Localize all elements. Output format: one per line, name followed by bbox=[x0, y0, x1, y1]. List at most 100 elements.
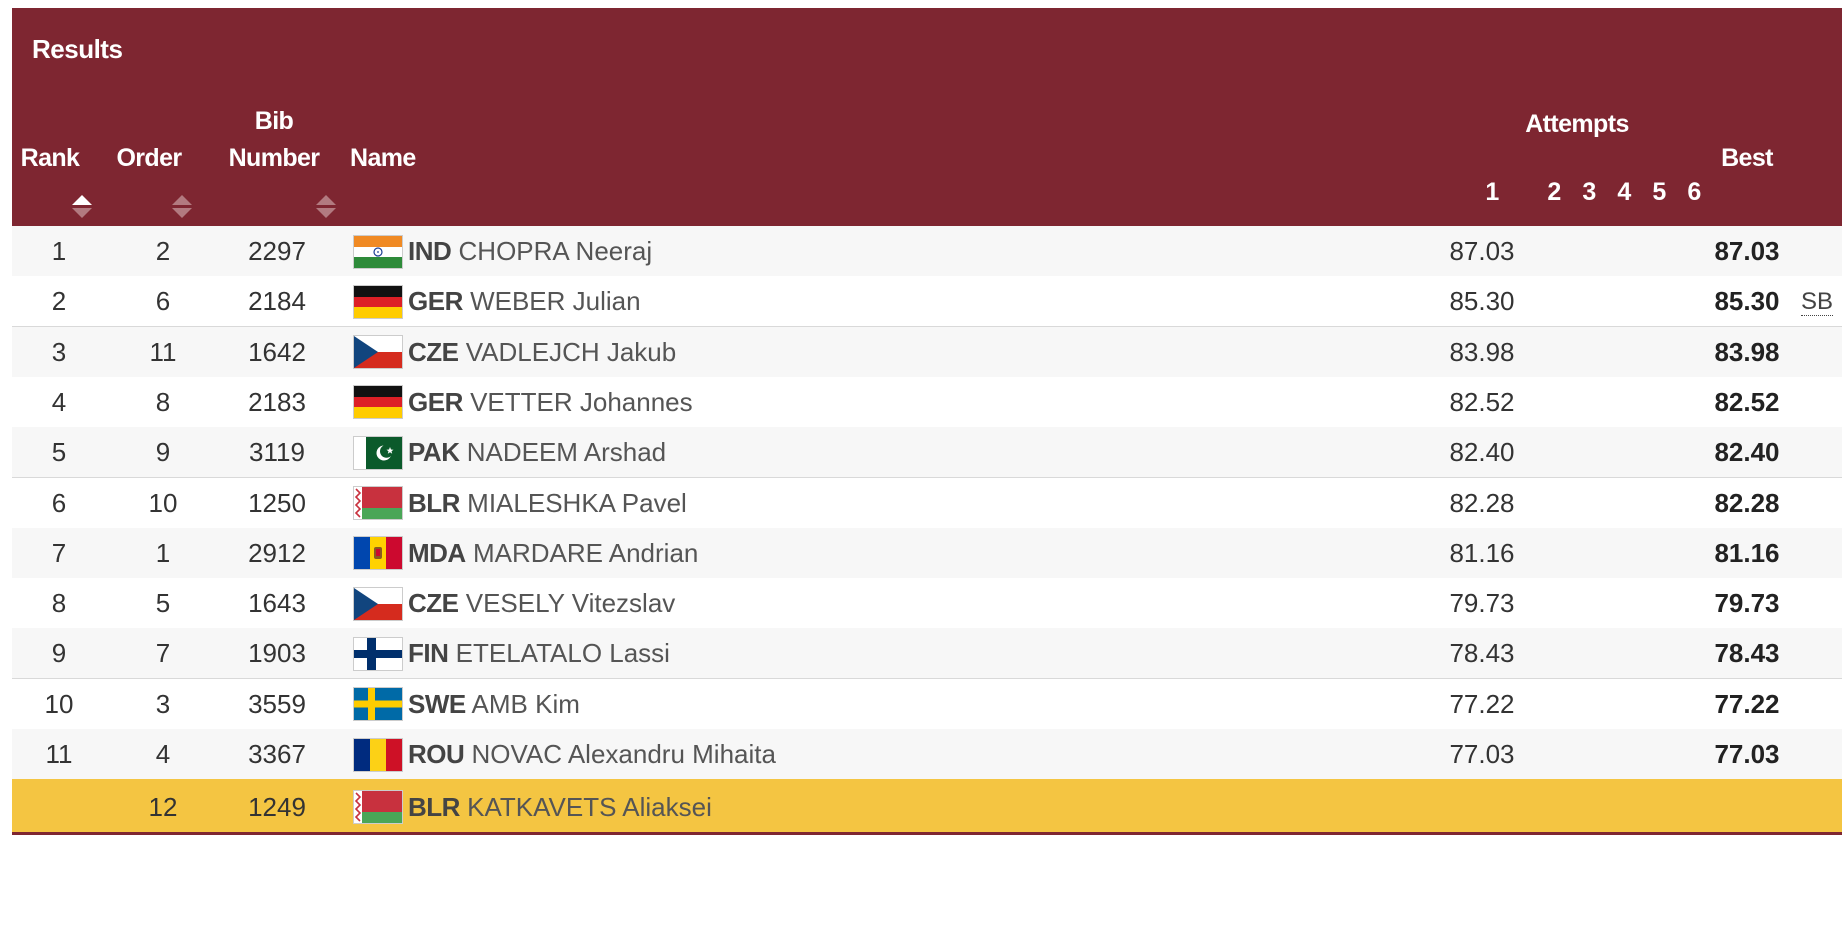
rank-column-header[interactable]: Rank bbox=[20, 144, 80, 172]
athlete-name: NADEEM Arshad bbox=[466, 437, 667, 468]
record-note[interactable]: SB bbox=[1792, 276, 1842, 327]
table-row: 11 4 3367 ROU NOVAC Alexandru Mihaita 77.03 7… bbox=[12, 729, 1842, 780]
order-cell: 4 bbox=[155, 739, 171, 769]
best-cell: 87.03 bbox=[1714, 236, 1780, 266]
best-cell bbox=[1692, 779, 1802, 835]
moldova-flag-icon bbox=[354, 537, 402, 570]
athlete-name-cell[interactable]: MDA MARDARE Andrian bbox=[408, 528, 698, 579]
best-cell: 82.52 bbox=[1714, 386, 1780, 417]
athlete-name: AMB Kim bbox=[471, 688, 580, 719]
order-column-header[interactable]: Order bbox=[116, 144, 182, 172]
rank-cell: 11 bbox=[45, 739, 73, 769]
country-code: SWE bbox=[408, 688, 466, 719]
athlete-name: MARDARE Andrian bbox=[472, 537, 699, 568]
athlete-name-cell[interactable]: SWE AMB Kim bbox=[408, 679, 580, 730]
country-code: CZE bbox=[408, 336, 459, 367]
rank-cell: 1 bbox=[51, 236, 67, 266]
country-code: BLR bbox=[408, 487, 460, 518]
bib-cell: 2297 bbox=[248, 236, 306, 266]
rank-cell: 8 bbox=[51, 588, 67, 619]
table-row: 3 11 1642 CZE VADLEJCH Jakub 83.98 83.98 bbox=[12, 326, 1842, 378]
bib-cell: 2184 bbox=[248, 286, 306, 317]
rank-cell: 2 bbox=[51, 286, 67, 317]
order-cell: 11 bbox=[149, 336, 177, 367]
pakistan-flag-icon bbox=[354, 436, 402, 469]
attempt-1-cell: 82.28 bbox=[1449, 487, 1515, 518]
table-row: 4 8 2183 GER VETTER Johannes 82.52 82.52 bbox=[12, 376, 1842, 428]
athlete-name-cell[interactable]: GER WEBER Julian bbox=[408, 276, 641, 327]
country-code: GER bbox=[408, 286, 463, 317]
country-code: GER bbox=[408, 386, 463, 417]
season-best-abbr: SB bbox=[1800, 288, 1833, 317]
order-cell: 6 bbox=[155, 286, 171, 317]
athlete-name-cell[interactable]: PAK NADEEM Arshad bbox=[408, 427, 666, 478]
athlete-name-cell[interactable]: BLR KATKAVETS Aliaksei bbox=[408, 779, 712, 835]
belarus-flag-icon bbox=[354, 791, 402, 824]
rank-cell: 10 bbox=[44, 688, 74, 719]
rank-cell: 9 bbox=[51, 638, 67, 669]
india-flag-icon bbox=[354, 235, 402, 268]
bib-column-header-line1[interactable]: Bib bbox=[254, 107, 294, 135]
finland-flag-icon bbox=[354, 637, 402, 670]
athlete-name-cell[interactable]: CZE VADLEJCH Jakub bbox=[408, 327, 676, 378]
results-title: Results bbox=[32, 34, 123, 64]
athlete-name-cell[interactable]: FIN ETELATALO Lassi bbox=[408, 628, 670, 679]
attempt-1-cell: 82.40 bbox=[1449, 437, 1515, 468]
athlete-name: MIALESHKA Pavel bbox=[467, 487, 687, 518]
germany-flag-icon bbox=[354, 386, 402, 419]
attempt-1-cell: 79.73 bbox=[1449, 588, 1515, 619]
best-cell: 78.43 bbox=[1714, 638, 1780, 669]
order-cell: 8 bbox=[155, 386, 171, 417]
athlete-name: VESELY Vitezslav bbox=[465, 588, 676, 619]
athlete-name: NOVAC Alexandru Mihaita bbox=[471, 739, 776, 769]
attempt-1-cell: 77.22 bbox=[1449, 688, 1515, 719]
attempt-1-cell: 87.03 bbox=[1449, 236, 1515, 266]
best-cell: 77.03 bbox=[1714, 739, 1780, 769]
country-code: BLR bbox=[408, 792, 460, 823]
bib-column-header-line2[interactable]: Number bbox=[228, 144, 320, 172]
best-cell: 82.40 bbox=[1714, 437, 1780, 468]
bib-cell: 1249 bbox=[248, 792, 306, 823]
best-cell: 85.30 bbox=[1714, 286, 1780, 317]
table-row: 1 2 2297 IND CHOPRA Neeraj 87.03 87.03 bbox=[12, 226, 1842, 277]
bib-cell: 1643 bbox=[248, 588, 306, 619]
attempt-1-cell: 77.03 bbox=[1449, 739, 1515, 769]
table-row: 8 5 1643 CZE VESELY Vitezslav 79.73 79.73 bbox=[12, 578, 1842, 630]
sweden-flag-icon bbox=[354, 688, 402, 721]
athlete-name-cell[interactable]: GER VETTER Johannes bbox=[408, 377, 693, 428]
bib-cell: 3559 bbox=[248, 688, 306, 719]
attempt-2-header: 2 bbox=[1547, 178, 1561, 206]
order-cell: 10 bbox=[148, 487, 178, 518]
country-code: ROU bbox=[408, 739, 465, 769]
athlete-name-cell[interactable]: BLR MIALESHKA Pavel bbox=[408, 478, 687, 529]
athlete-name-cell[interactable]: CZE VESELY Vitezslav bbox=[408, 578, 675, 629]
order-cell: 3 bbox=[155, 688, 171, 719]
table-row: 2 6 2184 GER WEBER Julian 85.30 85.30 SB bbox=[12, 276, 1842, 328]
country-code: FIN bbox=[408, 638, 449, 669]
bib-cell: 1250 bbox=[248, 487, 306, 518]
athlete-name: KATKAVETS Aliaksei bbox=[467, 792, 712, 823]
bib-cell: 1903 bbox=[248, 638, 306, 669]
best-column-header: Best bbox=[1721, 144, 1773, 172]
rank-cell: 5 bbox=[51, 437, 67, 468]
athlete-name: ETELATALO Lassi bbox=[455, 638, 670, 669]
country-code: MDA bbox=[408, 537, 466, 568]
attempt-3-header: 3 bbox=[1582, 178, 1596, 206]
athlete-name-cell[interactable]: IND CHOPRA Neeraj bbox=[408, 226, 652, 277]
athlete-name: CHOPRA Neeraj bbox=[458, 236, 653, 266]
attempt-1-cell: 78.43 bbox=[1449, 638, 1515, 669]
order-cell: 12 bbox=[148, 792, 178, 823]
athlete-name: VADLEJCH Jakub bbox=[465, 336, 677, 367]
table-row: 5 9 3119 PAK NADEEM Arshad 82.40 82.40 bbox=[12, 427, 1842, 479]
rank-cell: 3 bbox=[51, 336, 67, 367]
athlete-name-cell[interactable]: ROU NOVAC Alexandru Mihaita bbox=[408, 729, 776, 780]
attempt-1-cell: 85.30 bbox=[1449, 286, 1515, 317]
attempt-5-header: 5 bbox=[1652, 178, 1666, 206]
order-cell: 7 bbox=[155, 638, 171, 669]
table-row: 7 1 2912 MDA MARDARE Andrian 81.16 81.16 bbox=[12, 527, 1842, 579]
germany-flag-icon bbox=[354, 285, 402, 318]
table-row: 12 1249 BLR KATKAVETS Aliaksei bbox=[12, 779, 1842, 836]
czech-flag-icon bbox=[354, 336, 402, 369]
best-cell: 77.22 bbox=[1714, 688, 1780, 719]
attempt-1-cell bbox=[1432, 779, 1532, 835]
